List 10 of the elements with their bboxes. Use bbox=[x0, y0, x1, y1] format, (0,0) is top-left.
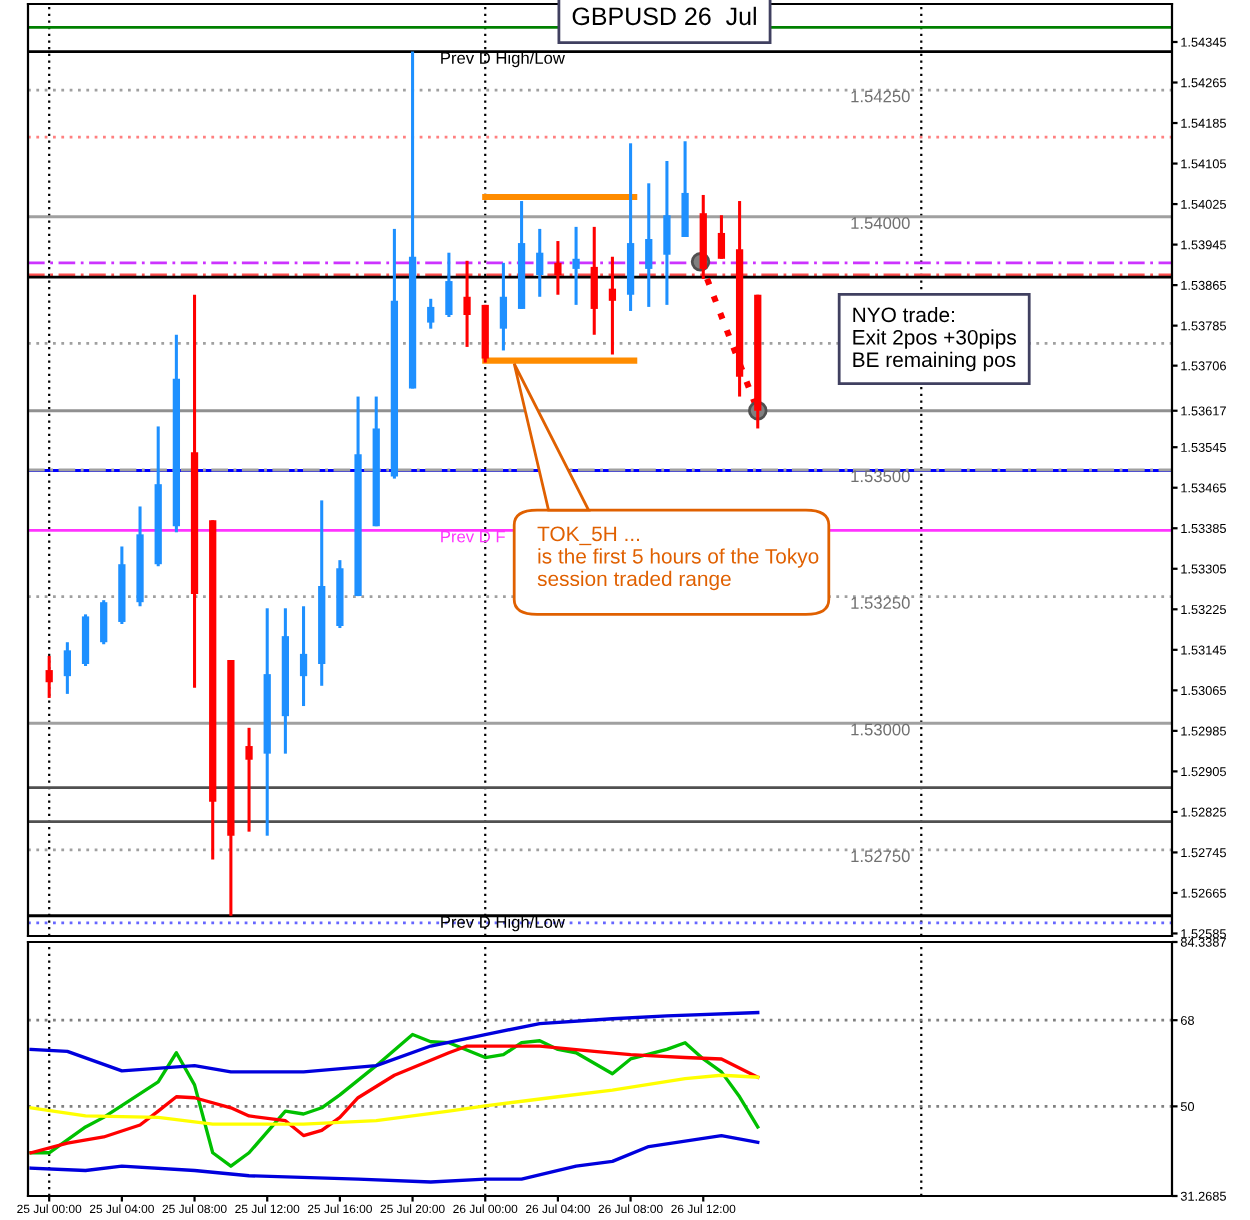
ref-line-label: 1.53000 bbox=[851, 723, 910, 736]
annotation: TOK_5H ... is the first 5 hours of the Tokyo session traded range bbox=[537, 526, 819, 591]
ref-line-label: 1.52750 bbox=[851, 850, 910, 863]
annotation: NYO trade: Exit 2pos +30pips BE remaining pos bbox=[853, 306, 1016, 372]
ref-line-label: 1.53250 bbox=[851, 597, 910, 609]
ref-line-label: Prev D F bbox=[441, 530, 505, 543]
ref-line-label: 1.53500 bbox=[851, 470, 910, 483]
ref-line-label: 1.54000 bbox=[851, 217, 910, 229]
chart-title: GBPUSD 26 Jul bbox=[572, 6, 756, 26]
ref-line-label: 1.54250 bbox=[851, 90, 910, 103]
